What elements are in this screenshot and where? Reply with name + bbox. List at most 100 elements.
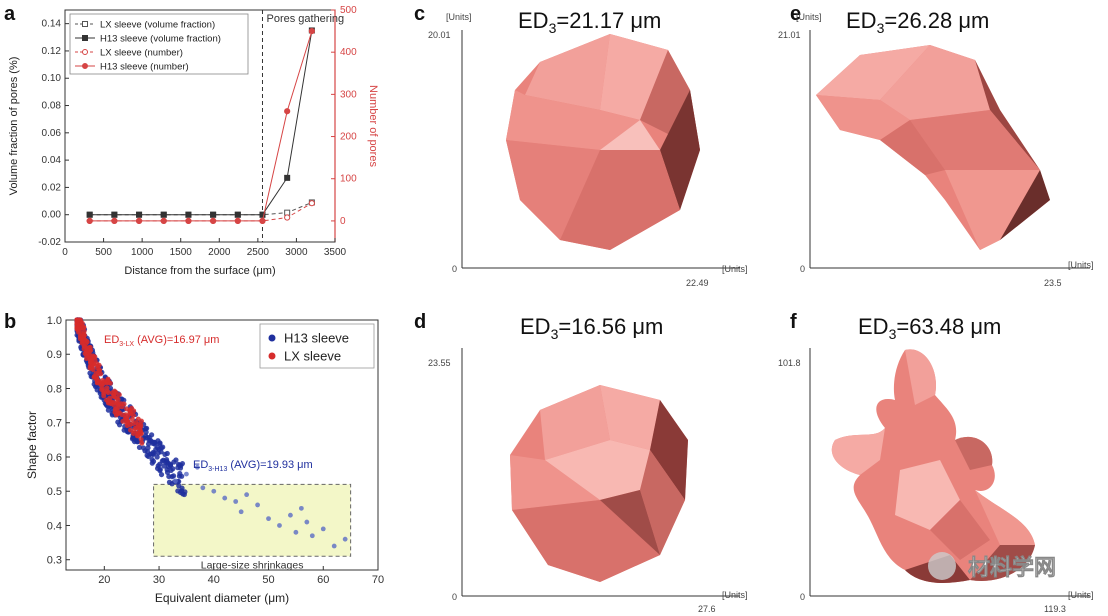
- marker-a-3: [111, 217, 118, 225]
- zero-c: 0: [452, 264, 457, 274]
- point-lx: [77, 330, 83, 336]
- point-lx: [138, 437, 144, 443]
- y-tick-label-b: 0.7: [47, 418, 62, 430]
- point-lx: [107, 380, 113, 386]
- marker-a-3: [86, 217, 93, 225]
- point-lx: [115, 411, 121, 417]
- point-h13-outlier: [200, 485, 206, 491]
- point-lx: [95, 371, 101, 377]
- point-h13-outlier: [173, 478, 178, 484]
- y-tick-label-a: 0.06: [42, 128, 62, 139]
- point-h13: [177, 489, 184, 496]
- y-tick-label-a: 0.14: [42, 19, 62, 30]
- point-lx: [107, 395, 113, 401]
- point-lx: [116, 392, 122, 398]
- ymax-f: 101.8: [778, 358, 801, 368]
- marker-a-1: [86, 211, 93, 218]
- point-lx: [127, 410, 133, 416]
- legend-marker-a-0: [82, 21, 88, 27]
- marker-a-1: [111, 211, 118, 218]
- point-lx: [88, 347, 94, 353]
- point-lx: [130, 430, 136, 436]
- point-h13-outlier: [298, 505, 304, 511]
- point-h13: [179, 460, 186, 467]
- panel-letter-b: b: [4, 311, 16, 333]
- pore-polyhedron-e: [816, 45, 1050, 250]
- units-x-d: [Units]: [722, 590, 748, 600]
- x-tick-label-a: 1500: [170, 247, 193, 258]
- units-y-e: [Units]: [796, 12, 822, 22]
- point-lx: [84, 345, 90, 351]
- x-tick-label-b: 30: [153, 574, 165, 586]
- point-h13: [168, 467, 174, 473]
- ed-title-d: ED3=16.56 μm: [520, 314, 663, 342]
- y-tick-label-b: 0.4: [47, 520, 62, 532]
- legend-box-b: [259, 323, 375, 369]
- point-h13: [151, 440, 158, 446]
- y2-tick-label-a: 500: [340, 5, 357, 16]
- y-tick-label-b: 0.6: [47, 452, 62, 464]
- x-tick-label-b: 20: [98, 574, 110, 586]
- x-tick-label-a: 2000: [208, 247, 231, 258]
- marker-a-3: [259, 217, 266, 225]
- marker-a-2: [308, 200, 315, 207]
- point-h13: [154, 454, 160, 460]
- point-lx: [115, 402, 121, 408]
- ed-title-e: ED3=26.28 μm: [846, 8, 989, 36]
- marker-a-1: [284, 174, 291, 181]
- y-tick-label-b: 0.8: [47, 383, 62, 395]
- point-h13: [145, 445, 151, 451]
- point-lx: [105, 390, 111, 396]
- point-lx: [119, 404, 125, 410]
- point-h13: [157, 461, 163, 467]
- point-h13: [149, 460, 155, 466]
- large-shrinkage-label: Large-size shrinkages: [201, 559, 304, 571]
- annotation-lx: ED3-LX (AVG)=16.97 μm: [104, 334, 219, 348]
- pore-shape-panel-f: 101.8 0 [Units] 119.3 ED3=63.48 μm 材料学网: [778, 314, 1094, 614]
- marker-a-1: [136, 211, 143, 218]
- point-h13: [150, 449, 156, 455]
- legend-label-b-0: H13 sleeve: [284, 331, 349, 346]
- ymax-c: 20.01: [428, 30, 451, 40]
- point-h13: [94, 387, 100, 393]
- panel-letter-a: a: [4, 3, 16, 25]
- point-lx: [75, 317, 81, 323]
- point-h13-outlier: [288, 512, 293, 518]
- point-lx: [112, 406, 118, 412]
- y-tick-label-b: 1.0: [47, 315, 62, 327]
- marker-a-1: [160, 211, 167, 218]
- marker-a-3: [185, 217, 192, 225]
- x-tick-label-a: 0: [62, 247, 68, 258]
- marker-a-1: [185, 211, 192, 218]
- x-tick-label-a: 3500: [324, 247, 347, 258]
- legend-marker-a-2: [82, 49, 88, 55]
- xmax-c: 22.49: [686, 278, 709, 288]
- x-tick-label-a: 2500: [247, 247, 270, 258]
- point-h13: [162, 451, 168, 457]
- point-h13-outlier: [320, 526, 326, 532]
- point-h13: [134, 439, 141, 445]
- xmax-e: 23.5: [1044, 278, 1062, 288]
- point-h13: [140, 445, 147, 451]
- zero-d: 0: [452, 592, 457, 602]
- point-lx: [129, 416, 135, 422]
- units-y-c: [Units]: [446, 12, 472, 22]
- point-h13-outlier: [293, 529, 299, 535]
- point-h13: [169, 474, 175, 480]
- units-x-c: [Units]: [722, 264, 748, 274]
- xmax-f: 119.3: [1044, 604, 1066, 614]
- legend-box-a: [69, 13, 249, 75]
- point-h13: [105, 407, 111, 413]
- marker-a-1: [259, 211, 266, 218]
- point-h13: [154, 465, 161, 472]
- y-tick-label-a: 0.04: [42, 155, 62, 166]
- marker-a-3: [284, 108, 291, 115]
- x-tick-label-b: 50: [262, 574, 274, 586]
- y2-tick-label-a: 100: [340, 174, 357, 185]
- point-h13: [157, 441, 163, 447]
- point-h13: [158, 471, 165, 478]
- legend-label-a-0: LX sleeve (volume fraction): [100, 20, 215, 31]
- marker-a-3: [210, 217, 217, 225]
- point-lx: [82, 350, 88, 356]
- series-line-a-3: [89, 30, 313, 222]
